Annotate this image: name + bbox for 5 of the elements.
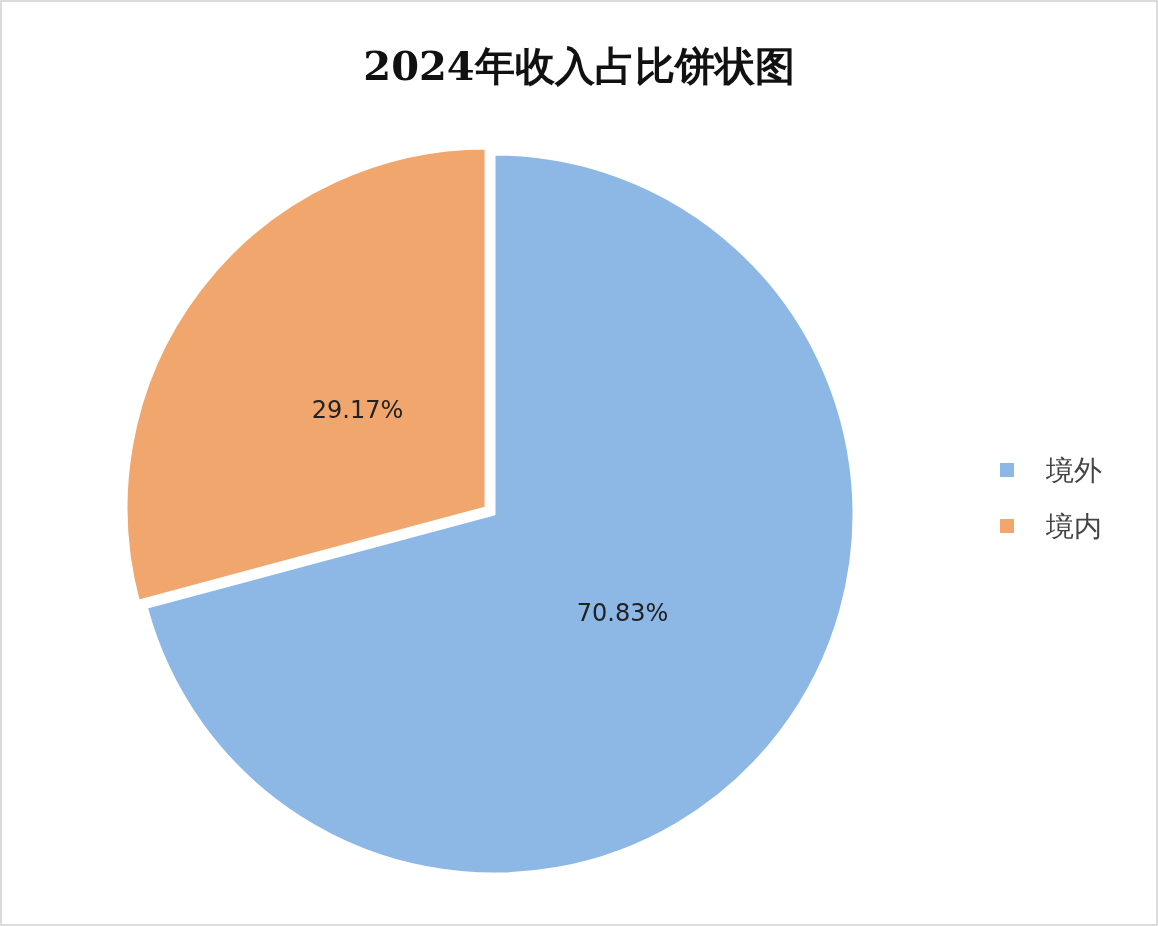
legend-label: 境外 [1045, 453, 1102, 487]
data-label: 29.17% [311, 395, 404, 424]
legend-label: 境内 [1045, 509, 1102, 543]
data-label: 70.83% [576, 599, 669, 628]
chart-title: 2024年收入占比饼状图 [363, 42, 795, 89]
